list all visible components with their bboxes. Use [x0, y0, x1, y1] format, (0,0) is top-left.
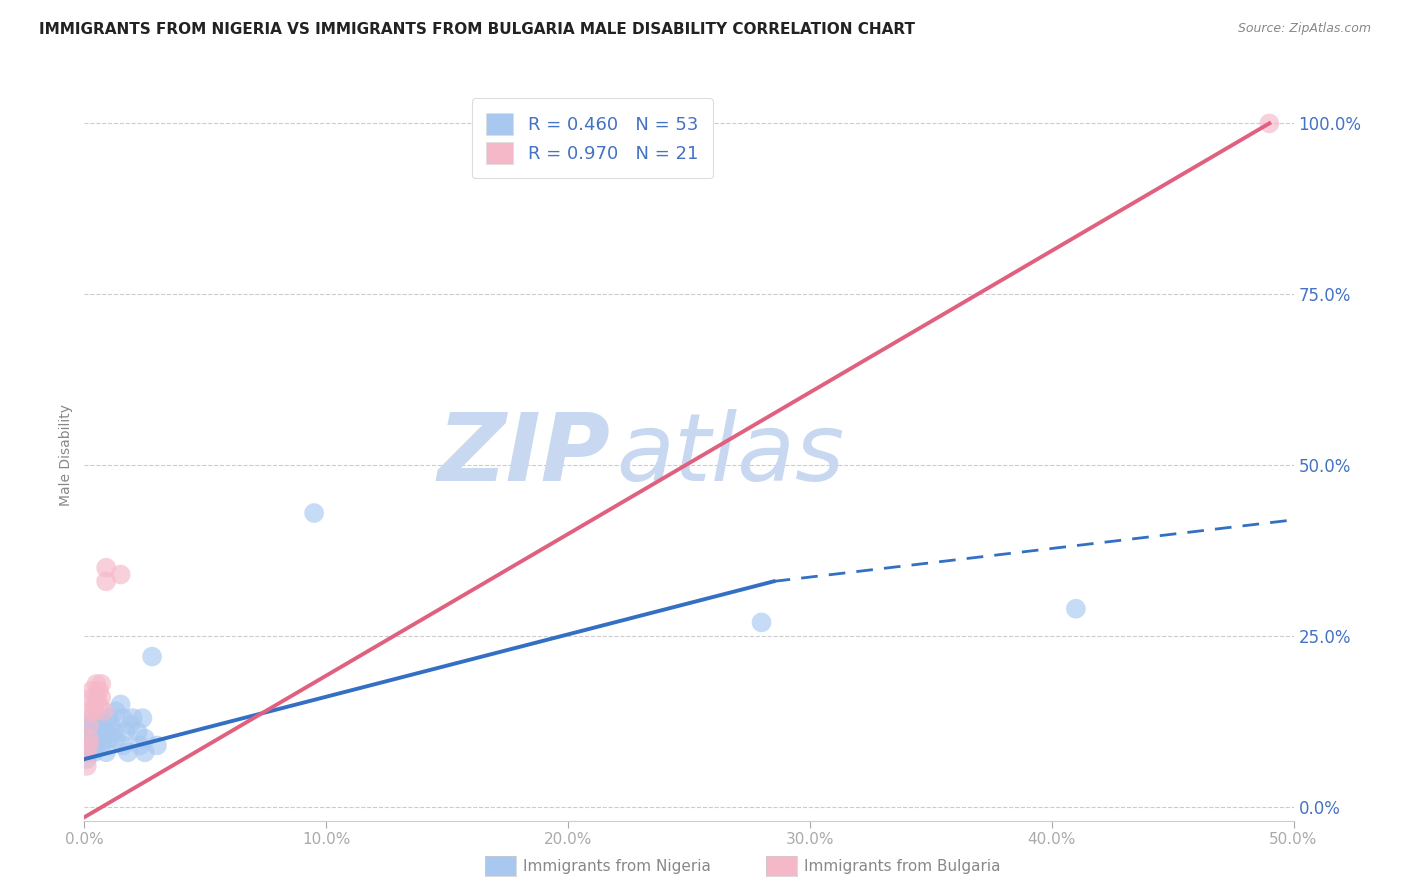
- Text: ZIP: ZIP: [437, 409, 610, 501]
- Text: atlas: atlas: [616, 409, 845, 500]
- Point: [80, 739, 103, 753]
- Point: [93, 718, 115, 732]
- Point: [112, 739, 135, 753]
- Point: [146, 739, 169, 753]
- Point: [90, 677, 112, 691]
- Point: [100, 718, 122, 732]
- Point: [77, 724, 100, 739]
- Point: [87, 724, 110, 739]
- Text: Immigrants from Nigeria: Immigrants from Nigeria: [523, 859, 711, 873]
- Point: [77, 739, 100, 753]
- Point: [94, 560, 117, 574]
- Point: [120, 718, 142, 732]
- Point: [83, 698, 105, 712]
- Point: [110, 567, 132, 582]
- Point: [77, 731, 100, 746]
- Point: [141, 649, 163, 664]
- Point: [87, 698, 110, 712]
- Point: [121, 711, 143, 725]
- Point: [1064, 601, 1087, 615]
- Point: [77, 745, 100, 759]
- Point: [94, 574, 117, 589]
- Point: [80, 690, 103, 705]
- Point: [80, 731, 103, 746]
- Point: [127, 724, 149, 739]
- Point: [77, 718, 100, 732]
- Point: [76, 745, 98, 759]
- Point: [90, 724, 112, 739]
- Point: [97, 731, 120, 746]
- Point: [86, 724, 108, 739]
- Point: [87, 711, 110, 725]
- Text: IMMIGRANTS FROM NIGERIA VS IMMIGRANTS FROM BULGARIA MALE DISABILITY CORRELATION : IMMIGRANTS FROM NIGERIA VS IMMIGRANTS FR…: [39, 22, 915, 37]
- Point: [87, 731, 110, 746]
- Point: [76, 745, 98, 759]
- Point: [103, 724, 125, 739]
- Y-axis label: Male Disability: Male Disability: [59, 404, 73, 506]
- Point: [86, 677, 108, 691]
- Point: [80, 724, 103, 739]
- Point: [90, 718, 112, 732]
- Point: [90, 690, 112, 705]
- Point: [134, 731, 156, 746]
- Point: [86, 690, 108, 705]
- Point: [77, 731, 100, 746]
- Point: [129, 739, 152, 753]
- Point: [90, 739, 112, 753]
- Point: [76, 731, 98, 746]
- Point: [76, 759, 98, 773]
- Point: [76, 739, 98, 753]
- Point: [76, 752, 98, 766]
- Point: [77, 739, 100, 753]
- Point: [134, 745, 156, 759]
- Point: [83, 731, 105, 746]
- Point: [80, 704, 103, 718]
- Point: [131, 711, 153, 725]
- Point: [104, 704, 127, 718]
- Point: [302, 506, 325, 520]
- Point: [1258, 116, 1281, 130]
- Point: [93, 731, 115, 746]
- Point: [87, 683, 110, 698]
- Point: [83, 718, 105, 732]
- Text: Immigrants from Bulgaria: Immigrants from Bulgaria: [804, 859, 1001, 873]
- Point: [117, 745, 139, 759]
- Point: [104, 731, 127, 746]
- Point: [86, 739, 108, 753]
- Point: [77, 718, 100, 732]
- Point: [110, 698, 132, 712]
- Point: [94, 724, 117, 739]
- Point: [80, 683, 103, 698]
- Point: [97, 711, 120, 725]
- Legend: R = 0.460   N = 53, R = 0.970   N = 21: R = 0.460 N = 53, R = 0.970 N = 21: [472, 98, 713, 178]
- Point: [83, 745, 105, 759]
- Point: [114, 724, 136, 739]
- Point: [83, 739, 105, 753]
- Point: [94, 745, 117, 759]
- Point: [86, 731, 108, 746]
- Point: [751, 615, 773, 630]
- Point: [112, 711, 135, 725]
- Point: [93, 704, 115, 718]
- Point: [80, 711, 103, 725]
- Text: Source: ZipAtlas.com: Source: ZipAtlas.com: [1237, 22, 1371, 36]
- Point: [83, 704, 105, 718]
